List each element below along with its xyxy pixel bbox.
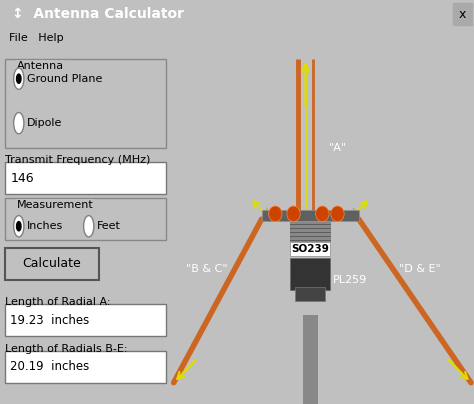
Bar: [302, 315, 318, 404]
Text: 146: 146: [10, 172, 34, 185]
Text: "D & E": "D & E": [399, 264, 440, 274]
Text: Calculate: Calculate: [22, 257, 81, 270]
Circle shape: [14, 216, 24, 237]
Circle shape: [83, 216, 94, 237]
Bar: [5, 351, 165, 383]
Text: Ground Plane: Ground Plane: [27, 74, 103, 84]
Circle shape: [316, 206, 329, 222]
Text: File   Help: File Help: [9, 34, 64, 43]
Circle shape: [14, 112, 24, 134]
Bar: [291, 242, 330, 257]
Text: x: x: [458, 8, 466, 21]
Text: Dipole: Dipole: [27, 118, 63, 128]
Circle shape: [287, 206, 300, 222]
Bar: [5, 59, 165, 148]
Text: Feet: Feet: [97, 221, 121, 231]
Bar: [291, 258, 330, 290]
Text: Transmit Frequency (MHz): Transmit Frequency (MHz): [5, 155, 150, 165]
Text: "A": "A": [328, 143, 346, 153]
Text: "B & C": "B & C": [186, 264, 228, 274]
Bar: [262, 210, 359, 221]
Bar: [295, 287, 325, 301]
Bar: [453, 3, 472, 25]
Bar: [5, 198, 165, 240]
Bar: [5, 248, 99, 280]
Circle shape: [17, 222, 21, 231]
Text: SO239: SO239: [291, 244, 329, 255]
Text: Length of Radial A:: Length of Radial A:: [5, 297, 110, 307]
Circle shape: [14, 68, 24, 89]
Circle shape: [331, 206, 344, 222]
Circle shape: [269, 206, 282, 222]
Text: Length of Radials B-E:: Length of Radials B-E:: [5, 343, 128, 354]
Text: Inches: Inches: [27, 221, 64, 231]
Bar: [5, 305, 165, 337]
Text: 20.19  inches: 20.19 inches: [10, 360, 90, 373]
Text: ↕  Antenna Calculator: ↕ Antenna Calculator: [12, 7, 184, 21]
Text: PL259: PL259: [333, 275, 367, 284]
Circle shape: [17, 74, 21, 83]
Bar: [5, 162, 165, 194]
Text: Measurement: Measurement: [17, 200, 94, 210]
Text: 19.23  inches: 19.23 inches: [10, 314, 90, 327]
Text: Antenna: Antenna: [17, 61, 64, 71]
Bar: [289, 221, 331, 242]
